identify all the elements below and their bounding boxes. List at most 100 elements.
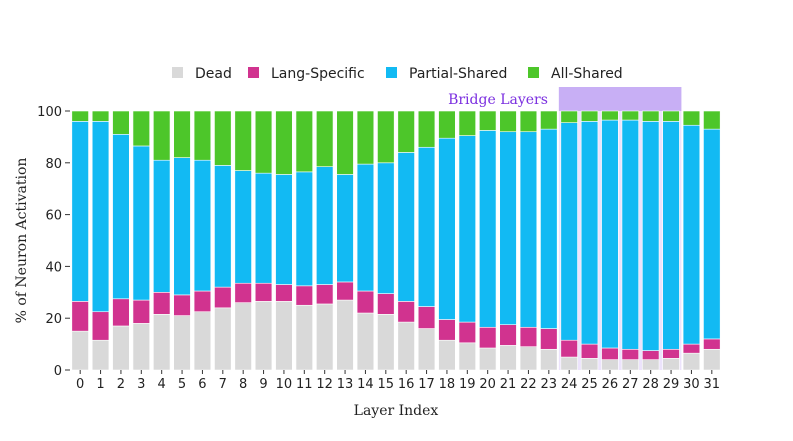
bar-segment-all-shared-layer-11 bbox=[295, 110, 313, 173]
bar-segment-partial-shared-layer-0 bbox=[71, 121, 89, 302]
bar-segment-lang-specific-layer-25 bbox=[580, 343, 599, 359]
y-tick-label: 0 bbox=[54, 364, 62, 379]
bar-segment-lang-specific-layer-16 bbox=[397, 301, 415, 323]
bar-segment-all-shared-layer-6 bbox=[193, 110, 212, 161]
x-tick-label: 23 bbox=[541, 377, 558, 392]
legend-label-dead: Dead bbox=[195, 66, 232, 82]
bar-segment-lang-specific-layer-27 bbox=[621, 348, 639, 360]
x-tick-label: 26 bbox=[602, 377, 619, 392]
bar-segment-dead-layer-18 bbox=[438, 339, 456, 371]
bar-segment-all-shared-layer-20 bbox=[479, 110, 497, 131]
bar-segment-partial-shared-layer-13 bbox=[336, 174, 354, 283]
bar-segment-partial-shared-layer-15 bbox=[377, 162, 395, 294]
bar-segment-all-shared-layer-17 bbox=[417, 110, 436, 148]
x-tick-label: 29 bbox=[663, 377, 680, 392]
y-axis: 0 20 40 60 80 100 bbox=[37, 105, 70, 379]
bar-segment-partial-shared-layer-26 bbox=[601, 119, 619, 349]
x-tick-label: 13 bbox=[337, 377, 354, 392]
bar-segment-partial-shared-layer-18 bbox=[438, 137, 456, 320]
bar-segment-lang-specific-layer-1 bbox=[91, 311, 110, 341]
bar-segment-dead-layer-27 bbox=[621, 359, 639, 371]
bar-segment-dead-layer-2 bbox=[112, 325, 130, 371]
x-tick-label: 18 bbox=[439, 377, 456, 392]
bar-segment-lang-specific-layer-21 bbox=[499, 324, 517, 346]
x-tick-label: 28 bbox=[642, 377, 659, 392]
bar-segment-lang-specific-layer-20 bbox=[479, 326, 497, 349]
x-tick-label: 21 bbox=[500, 377, 517, 392]
bar-segment-partial-shared-layer-23 bbox=[540, 128, 558, 329]
x-tick-label: 22 bbox=[520, 377, 537, 392]
bar-segment-partial-shared-layer-19 bbox=[458, 135, 476, 323]
bar-segment-partial-shared-layer-9 bbox=[254, 172, 273, 284]
bar-segment-partial-shared-layer-30 bbox=[682, 124, 701, 345]
bar-segment-partial-shared-layer-25 bbox=[580, 121, 599, 345]
bar-segment-partial-shared-layer-27 bbox=[621, 119, 639, 350]
x-tick-label: 19 bbox=[459, 377, 476, 392]
x-tick-label: 2 bbox=[117, 377, 125, 392]
bar-segment-lang-specific-layer-7 bbox=[214, 286, 232, 309]
bar-segment-lang-specific-layer-15 bbox=[377, 293, 395, 315]
bar-segment-all-shared-layer-25 bbox=[580, 110, 599, 122]
bar-segment-dead-layer-24 bbox=[560, 356, 578, 371]
legend-swatch-dead bbox=[172, 67, 183, 78]
bar-segment-all-shared-layer-0 bbox=[71, 110, 89, 122]
bar-segment-dead-layer-25 bbox=[580, 358, 599, 371]
y-tick-label: 20 bbox=[45, 312, 62, 327]
bar-segment-all-shared-layer-13 bbox=[336, 110, 354, 175]
bar-segment-lang-specific-layer-13 bbox=[336, 281, 354, 301]
bar-segment-all-shared-layer-9 bbox=[254, 110, 273, 174]
bar-segment-dead-layer-9 bbox=[254, 301, 273, 371]
bar-segment-lang-specific-layer-12 bbox=[316, 284, 334, 305]
bar-segment-dead-layer-0 bbox=[71, 330, 89, 371]
x-tick-label: 16 bbox=[398, 377, 415, 392]
bar-segment-dead-layer-29 bbox=[662, 358, 680, 371]
bar-segment-partial-shared-layer-29 bbox=[662, 121, 680, 350]
bar-segment-dead-layer-14 bbox=[356, 312, 375, 371]
bar-segment-all-shared-layer-27 bbox=[621, 110, 639, 121]
bar-segment-partial-shared-layer-10 bbox=[275, 174, 293, 285]
bar-segment-partial-shared-layer-22 bbox=[519, 131, 538, 328]
bar-segment-dead-layer-15 bbox=[377, 314, 395, 371]
bar-segment-all-shared-layer-14 bbox=[356, 110, 375, 165]
bar-segment-dead-layer-7 bbox=[214, 307, 232, 371]
bar-segment-partial-shared-layer-24 bbox=[560, 122, 578, 341]
bar-segment-lang-specific-layer-28 bbox=[642, 350, 660, 360]
bar-segment-partial-shared-layer-7 bbox=[214, 165, 232, 288]
bar-segment-dead-layer-30 bbox=[682, 352, 701, 371]
bars-group bbox=[71, 110, 721, 371]
bar-segment-all-shared-layer-10 bbox=[275, 110, 293, 175]
y-tick-label: 100 bbox=[37, 105, 62, 120]
bar-segment-all-shared-layer-19 bbox=[458, 110, 476, 136]
bar-segment-all-shared-layer-3 bbox=[132, 110, 150, 147]
bar-segment-partial-shared-layer-11 bbox=[295, 171, 313, 287]
bar-segment-dead-layer-23 bbox=[540, 348, 558, 371]
bar-segment-all-shared-layer-8 bbox=[234, 110, 252, 171]
bar-segment-lang-specific-layer-0 bbox=[71, 301, 89, 332]
bar-segment-dead-layer-1 bbox=[91, 339, 110, 371]
bar-segment-partial-shared-layer-8 bbox=[234, 170, 252, 284]
x-tick-label: 20 bbox=[479, 377, 496, 392]
bridge-layers-header bbox=[558, 87, 682, 111]
bar-segment-partial-shared-layer-31 bbox=[703, 128, 721, 340]
x-tick-label: 1 bbox=[96, 377, 104, 392]
bar-segment-dead-layer-13 bbox=[336, 299, 354, 371]
x-tick-label: 0 bbox=[76, 377, 84, 392]
bar-segment-all-shared-layer-23 bbox=[540, 110, 558, 130]
bar-segment-all-shared-layer-15 bbox=[377, 110, 395, 164]
bar-segment-partial-shared-layer-28 bbox=[642, 121, 660, 351]
bar-segment-lang-specific-layer-6 bbox=[193, 290, 212, 313]
bar-segment-dead-layer-19 bbox=[458, 342, 476, 371]
bar-segment-partial-shared-layer-17 bbox=[417, 146, 436, 307]
legend-swatch-lang-specific bbox=[248, 67, 259, 78]
bar-segment-lang-specific-layer-22 bbox=[519, 326, 538, 347]
x-tick-label: 14 bbox=[357, 377, 374, 392]
bar-segment-lang-specific-layer-8 bbox=[234, 282, 252, 303]
bar-segment-lang-specific-layer-30 bbox=[682, 343, 701, 354]
x-tick-label: 27 bbox=[622, 377, 639, 392]
bar-segment-dead-layer-28 bbox=[642, 359, 660, 371]
bar-segment-dead-layer-4 bbox=[153, 314, 171, 371]
bridge-layers-label: Bridge Layers bbox=[448, 92, 548, 108]
bar-segment-lang-specific-layer-17 bbox=[417, 306, 436, 329]
bar-segment-dead-layer-3 bbox=[132, 323, 150, 371]
